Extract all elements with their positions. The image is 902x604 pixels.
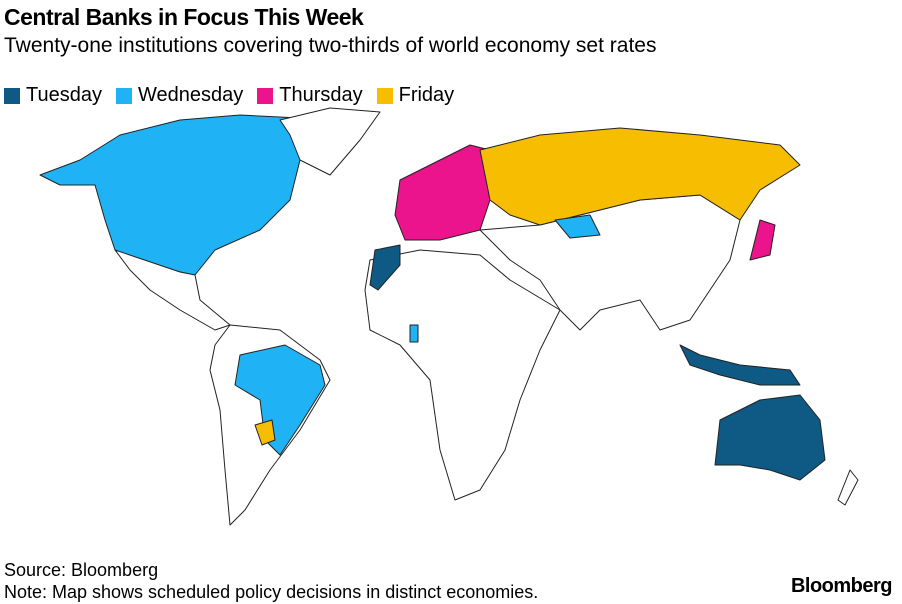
new-zealand bbox=[837, 469, 859, 506]
title: Central Banks in Focus This Week bbox=[4, 4, 364, 30]
japan bbox=[749, 219, 776, 261]
legend-swatch bbox=[376, 87, 393, 104]
brazil bbox=[234, 344, 326, 456]
source: Source: Bloomberg bbox=[4, 560, 159, 580]
uzbekistan bbox=[554, 214, 601, 239]
paraguay bbox=[254, 419, 276, 446]
legend-swatch bbox=[115, 87, 132, 104]
legend-item: Wednesday bbox=[115, 84, 244, 107]
legend-swatch bbox=[4, 87, 20, 104]
africa bbox=[364, 249, 561, 501]
indonesia bbox=[679, 344, 801, 386]
note: Note: Map shows scheduled policy decisio… bbox=[4, 582, 539, 602]
legend-label: Wednesday bbox=[137, 84, 244, 106]
ghana bbox=[409, 324, 419, 343]
greenland bbox=[279, 107, 381, 176]
subtitle: Twenty-one institutions covering two-thi… bbox=[4, 34, 657, 57]
north-america bbox=[39, 114, 331, 276]
legend-label: Friday bbox=[398, 84, 455, 106]
legend-label: Thursday bbox=[279, 84, 363, 106]
europe bbox=[394, 144, 491, 241]
legend-item: Friday bbox=[376, 84, 455, 107]
russia bbox=[479, 127, 801, 226]
morocco bbox=[369, 244, 401, 291]
australia bbox=[714, 394, 826, 481]
legend: Tuesday Wednesday Thursday Friday bbox=[4, 84, 454, 107]
legend-label: Tuesday bbox=[26, 84, 102, 106]
legend-item: Tuesday bbox=[4, 84, 102, 107]
central-america bbox=[114, 249, 231, 331]
brand: Bloomberg bbox=[790, 575, 893, 597]
legend-item: Thursday bbox=[257, 84, 363, 107]
legend-swatch bbox=[257, 87, 274, 104]
